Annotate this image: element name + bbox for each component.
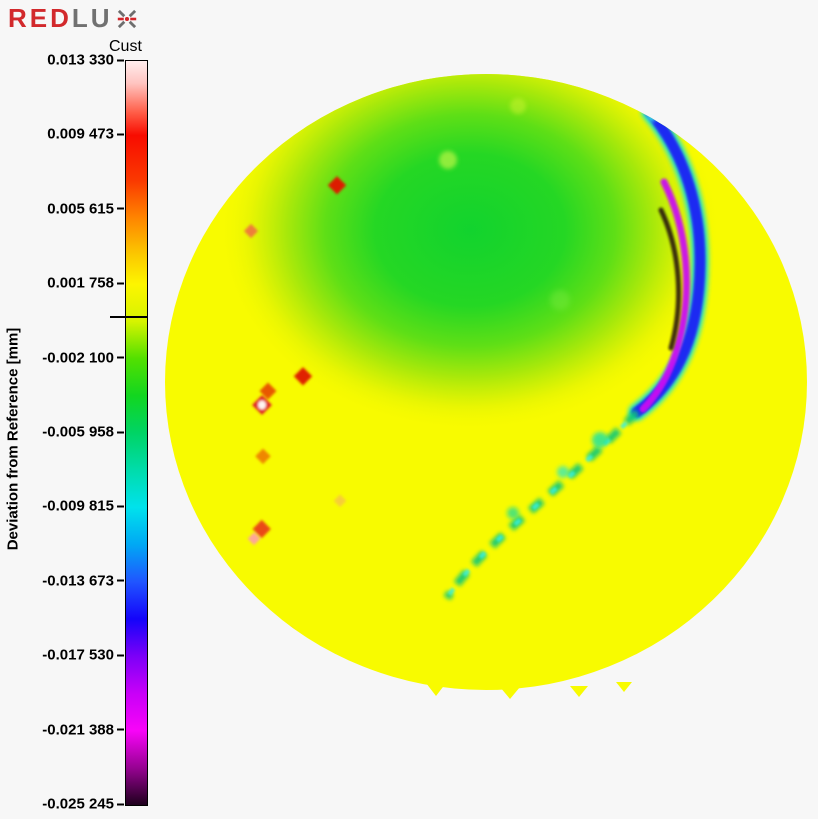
colorbar-tick: 0.013 330 [0, 52, 124, 69]
colorbar-tick-dash [117, 356, 124, 359]
groove-band-magenta-core [639, 178, 690, 413]
colorbar-tick-label: -0.005 958 [42, 423, 114, 441]
colorbar-tick-label: -0.002 100 [42, 349, 114, 367]
colorbar-tick-label: 0.005 615 [47, 200, 114, 218]
colorbar-tick-label: 0.013 330 [47, 51, 114, 69]
colorbar-tick-label: 0.009 473 [47, 125, 114, 143]
colorbar-tick-dash [117, 728, 124, 731]
sphere-surface [165, 74, 807, 690]
colorbar-tick: -0.005 958 [0, 424, 124, 441]
colorbar-tick-dash [117, 803, 124, 805]
colorbar-tick: -0.017 530 [0, 647, 124, 664]
colorbar-tick-dash [117, 59, 124, 61]
asterisk-star-icon [117, 9, 136, 28]
colorbar-tick-label: -0.021 388 [42, 721, 114, 739]
redlux-logo: RED LU [8, 4, 140, 32]
colorbar-tick-dash [117, 431, 124, 433]
colorbar-tick: 0.005 615 [0, 200, 124, 217]
colorbar-tick-label: -0.025 245 [42, 795, 114, 813]
colorbar-tick-dash [117, 207, 124, 210]
colorbar-title: Cust [109, 38, 142, 55]
sphere-rim-jags [426, 682, 632, 699]
colorbar-tick-dash [117, 654, 124, 657]
colorbar-tick: -0.002 100 [0, 349, 124, 366]
colorbar-tick: -0.025 245 [0, 796, 124, 813]
colorbar-tick: 0.001 758 [0, 275, 124, 292]
colorbar-tick: 0.009 473 [0, 126, 124, 143]
logo-text-red: RED [8, 3, 72, 33]
colorbar-tick-label: 0.001 758 [47, 274, 114, 292]
colorbar-tick-dash [117, 133, 124, 136]
colorbar[interactable] [125, 60, 148, 806]
colorbar-tick-dash [117, 579, 124, 582]
colorbar-tick-label: -0.009 815 [42, 497, 114, 515]
colorbar-tick-dash [117, 505, 124, 508]
colorbar-tick: -0.013 673 [0, 572, 124, 589]
colorbar-tick-label: -0.017 530 [42, 646, 114, 664]
colorbar-tick-dash [117, 282, 124, 285]
colorbar-tick-label: -0.013 673 [42, 572, 114, 590]
groove-band-blue [631, 106, 706, 418]
colorbar-zero-marker [110, 316, 147, 319]
logo-text-gray: LU [71, 3, 113, 33]
colorbar-tick: -0.021 388 [0, 721, 124, 738]
colorbar-tick: -0.009 815 [0, 498, 124, 515]
groove-band-black-core [658, 207, 682, 351]
